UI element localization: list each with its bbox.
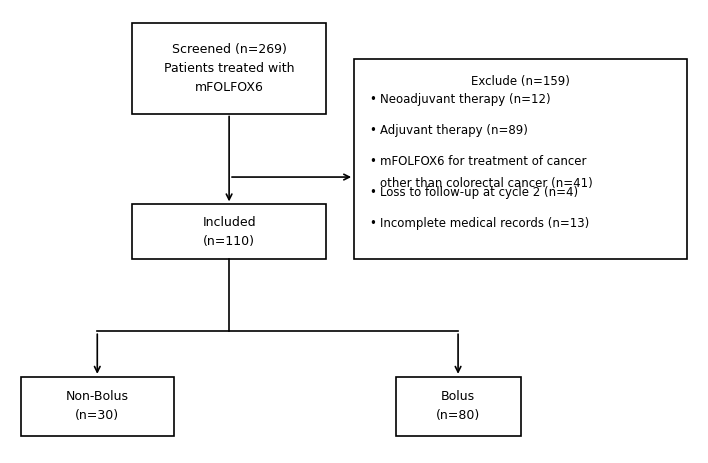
FancyBboxPatch shape xyxy=(132,23,326,113)
FancyBboxPatch shape xyxy=(21,377,173,436)
Text: Adjuvant therapy (n=89): Adjuvant therapy (n=89) xyxy=(380,124,528,137)
Text: •: • xyxy=(370,124,376,137)
Text: Non-Bolus
(n=30): Non-Bolus (n=30) xyxy=(66,390,129,422)
Text: Included
(n=110): Included (n=110) xyxy=(202,215,256,248)
Text: other than colorectal cancer (n=41): other than colorectal cancer (n=41) xyxy=(380,176,593,189)
Text: Neoadjuvant therapy (n=12): Neoadjuvant therapy (n=12) xyxy=(380,93,551,106)
Text: mFOLFOX6 for treatment of cancer: mFOLFOX6 for treatment of cancer xyxy=(380,155,587,168)
Text: Screened (n=269)
Patients treated with
mFOLFOX6: Screened (n=269) Patients treated with m… xyxy=(164,43,295,94)
Text: •: • xyxy=(370,217,376,230)
Text: Bolus
(n=80): Bolus (n=80) xyxy=(436,390,480,422)
FancyBboxPatch shape xyxy=(354,59,687,259)
FancyBboxPatch shape xyxy=(132,204,326,259)
Text: Loss to follow-up at cycle 2 (n=4): Loss to follow-up at cycle 2 (n=4) xyxy=(380,186,578,199)
FancyBboxPatch shape xyxy=(396,377,520,436)
Text: •: • xyxy=(370,186,376,199)
Text: •: • xyxy=(370,93,376,106)
Text: Exclude (n=159): Exclude (n=159) xyxy=(471,75,570,88)
Text: Incomplete medical records (n=13): Incomplete medical records (n=13) xyxy=(380,217,590,230)
Text: •: • xyxy=(370,155,376,168)
